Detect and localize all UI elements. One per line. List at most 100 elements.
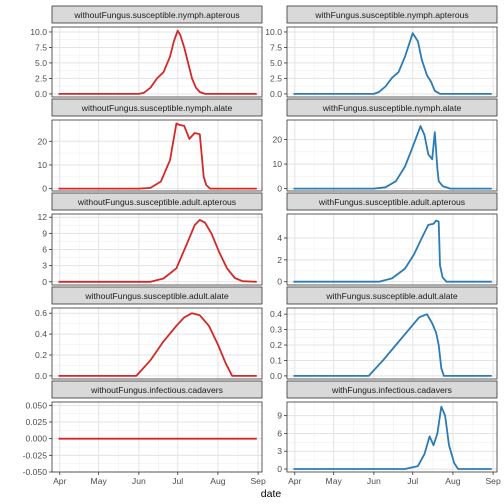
y-tick-label: 0 [277, 184, 282, 194]
series-line-withfungus-susceptible-adult-apterous [293, 219, 492, 283]
panel-border [286, 26, 498, 98]
y-tick-label: 10.0 [265, 27, 282, 37]
x-tick-label: May [91, 476, 108, 486]
y-tick-label: 0 [277, 277, 282, 287]
x-tick-label: Jun [367, 476, 381, 486]
series-line-withfungus-susceptible-nymph-alate [293, 125, 492, 190]
plot-area [287, 214, 497, 285]
panel-border [51, 26, 263, 98]
strip-background [51, 5, 263, 24]
plot-area [52, 402, 262, 472]
y-tick-label: 20 [37, 136, 47, 146]
strip-label: withoutFungus.susceptible.adult.apterous [77, 197, 236, 207]
panel-withoutfungus-susceptible-adult-alate: withoutFungus.susceptible.adult.alate 0.0… [35, 286, 263, 381]
y-tick-label: 0.4 [270, 309, 282, 319]
series-line-withoutfungus-susceptible-nymph-alate [58, 122, 257, 190]
panel-withfungus-infectious-cadavers: withFungus.infectious.cadavers 0 3 6 9 Apr May… [277, 380, 501, 486]
y-tick-label: 7.5 [35, 42, 47, 52]
y-tick-label: 10.0 [30, 27, 47, 37]
panel-border [51, 213, 263, 286]
y-tick-label: 0.4 [35, 329, 47, 339]
y-tick-label: 0.6 [35, 308, 47, 318]
panel-withoutfungus-susceptible-nymph-apterous: withoutFungus.susceptible.nymph.apterous… [30, 5, 263, 99]
series-line-withoutfungus-susceptible-adult-apterous [58, 219, 257, 283]
plot-area [287, 27, 497, 97]
panel-withoutfungus-infectious-cadavers: withoutFungus.infectious.cadavers -0.050 -… [23, 380, 266, 486]
x-tick-label: Apr [288, 476, 302, 486]
x-tick-label: Jun [132, 476, 146, 486]
y-tick-label: 0.3 [270, 325, 282, 335]
series-line-withfungus-infectious-cadavers [293, 405, 492, 470]
x-tick-label: Sep [485, 476, 501, 486]
series-line-withfungus-susceptible-adult-alate [293, 313, 492, 377]
plot-area [287, 308, 497, 379]
panel-border [286, 307, 498, 380]
panel-withfungus-susceptible-adult-apterous: withFungus.susceptible.adult.apterous 0 2 4 [277, 192, 498, 287]
panel-border [51, 307, 263, 380]
strip-background [286, 98, 498, 117]
y-tick-label: 9 [42, 228, 47, 238]
panel-border [286, 213, 498, 286]
strip-background [286, 380, 498, 399]
strip-label: withoutFungus.susceptible.nymph.alate [81, 103, 233, 113]
y-tick-label: 2 [277, 255, 282, 265]
panel-withoutfungus-susceptible-nymph-alate: withoutFungus.susceptible.nymph.alate 0 10… [37, 98, 263, 194]
strip-label: withoutFungus.susceptible.adult.alate [84, 291, 229, 301]
panel-border [286, 401, 498, 473]
x-tick-label: Apr [53, 476, 67, 486]
x-tick-label: May [326, 476, 343, 486]
y-tick-label: 0.025 [25, 417, 47, 427]
y-tick-label: 4 [277, 233, 282, 243]
y-tick-label: 0.1 [270, 355, 282, 365]
x-tick-label: Aug [210, 476, 226, 486]
y-tick-label: 10 [272, 159, 282, 169]
panel-border [51, 401, 263, 473]
strip-label: withoutFungus.susceptible.nymph.apterous [73, 10, 239, 20]
strip-background [51, 286, 263, 305]
y-tick-label: 3 [42, 261, 47, 271]
strip-background [51, 380, 263, 399]
series-line-withoutfungus-susceptible-nymph-apterous [58, 29, 257, 95]
x-tick-label: Sep [250, 476, 266, 486]
plot-area [287, 120, 497, 191]
y-tick-label: 0.2 [35, 350, 47, 360]
panel-border [51, 119, 263, 192]
strip-background [286, 286, 498, 305]
series-line-withfungus-susceptible-nymph-apterous [293, 32, 492, 95]
x-tick-label: Jul [407, 476, 418, 486]
y-tick-label: 7.5 [270, 42, 282, 52]
y-tick-label: 0.0 [270, 371, 282, 381]
strip-background [51, 192, 263, 211]
panel-withoutfungus-susceptible-adult-apterous: withoutFungus.susceptible.adult.apterous… [37, 192, 263, 287]
y-tick-label: 6 [42, 245, 47, 255]
y-tick-label: 5.0 [270, 58, 282, 68]
x-tick-label: Aug [445, 476, 461, 486]
y-tick-label: 20 [272, 135, 282, 145]
strip-background [286, 5, 498, 24]
y-tick-label: -0.050 [23, 467, 48, 477]
strip-label: withFungus.infectious.cadavers [331, 385, 452, 395]
y-tick-label: 2.5 [270, 73, 282, 83]
x-tick-label: Jul [172, 476, 183, 486]
y-tick-label: 2.5 [35, 73, 47, 83]
panel-withfungus-susceptible-nymph-alate: withFungus.susceptible.nymph.alate 0 10 20 [272, 98, 498, 194]
plot-area [52, 27, 262, 97]
y-tick-label: 0.050 [25, 400, 47, 410]
strip-label: withFungus.susceptible.nymph.alate [322, 103, 462, 113]
y-tick-label: 9 [277, 411, 282, 421]
strip-background [286, 192, 498, 211]
y-tick-label: -0.025 [23, 450, 48, 460]
strip-label: withoutFungus.infectious.cadavers [90, 385, 223, 395]
panel-withfungus-susceptible-adult-alate: withFungus.susceptible.adult.alate 0.0 0.1… [270, 286, 498, 381]
panel-withfungus-susceptible-nymph-apterous: withFungus.susceptible.nymph.apterous 0.0… [265, 5, 498, 99]
y-tick-label: 0.000 [25, 434, 47, 444]
y-tick-label: 0 [277, 464, 282, 474]
series-line-withoutfungus-susceptible-adult-alate [58, 312, 257, 377]
plot-area [287, 402, 497, 472]
y-tick-label: 3 [277, 446, 282, 456]
y-tick-label: 0.2 [270, 340, 282, 350]
y-tick-label: 0 [42, 277, 47, 287]
x-axis-title: date [261, 488, 282, 500]
y-tick-label: 5.0 [35, 58, 47, 68]
